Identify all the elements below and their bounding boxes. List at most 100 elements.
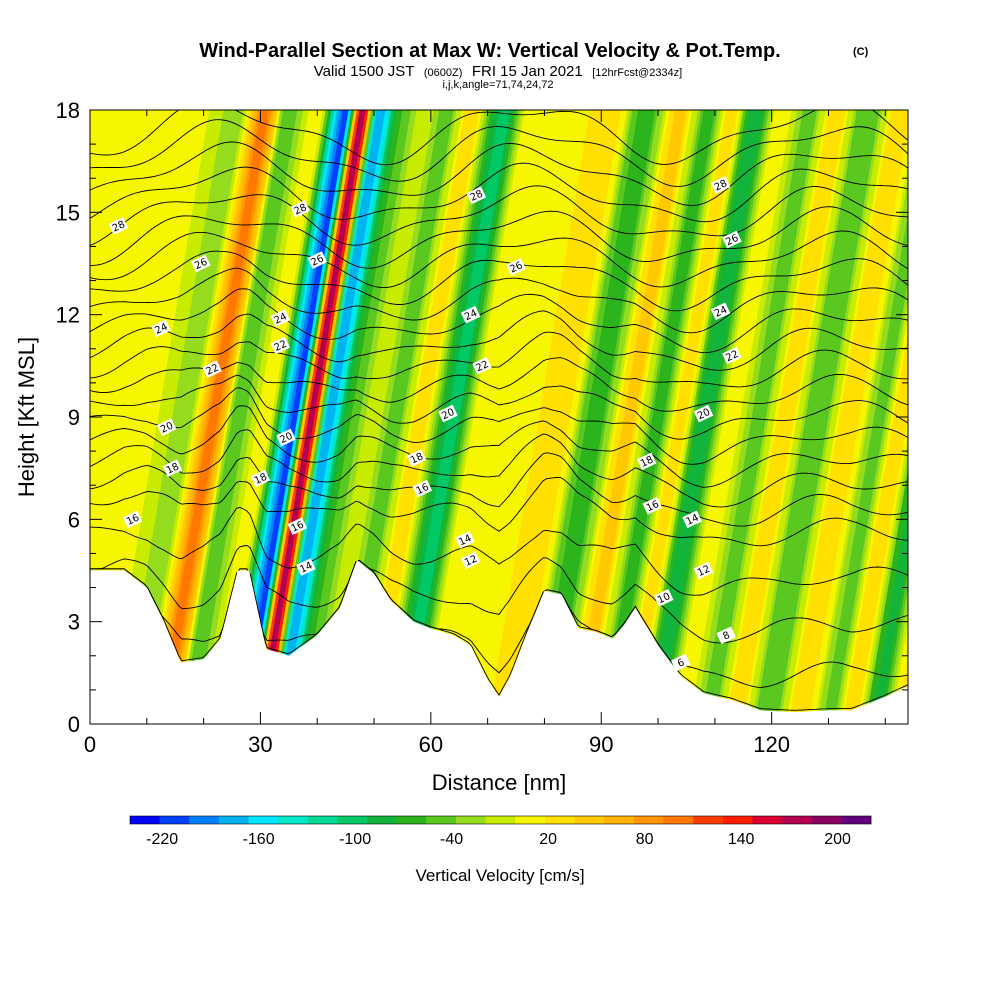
contour-label-text: 14 <box>457 533 473 548</box>
w-band <box>487 110 594 724</box>
w-band <box>595 110 702 724</box>
contour-label: 22 <box>472 356 492 375</box>
colorbar-swatch <box>811 816 842 824</box>
contour-label-box <box>466 186 487 205</box>
w-band <box>291 110 398 724</box>
w-band <box>251 110 358 724</box>
w-band <box>490 110 597 724</box>
isentrope-line <box>90 374 908 440</box>
w-band <box>572 110 679 724</box>
contour-label: 22 <box>722 346 742 365</box>
isentrope-line <box>90 310 908 371</box>
contour-label-box <box>122 510 143 529</box>
w-band <box>427 110 534 724</box>
w-band <box>726 110 832 724</box>
w-band <box>249 110 355 724</box>
contour-label-box <box>270 336 291 355</box>
colorbar-swatch <box>782 816 813 824</box>
colorbar-swatch <box>574 816 605 824</box>
w-band <box>197 110 304 724</box>
contour-label-text: 28 <box>469 189 485 204</box>
contour-label: 14 <box>682 510 702 529</box>
w-band <box>868 485 908 724</box>
w-band <box>135 110 241 724</box>
w-band <box>805 110 908 724</box>
isentrope-line <box>90 429 908 508</box>
contour-label-box <box>722 346 742 365</box>
contour-label-box <box>455 530 475 549</box>
colorbar-swatch <box>218 816 249 824</box>
x-tick-label: 90 <box>589 732 613 757</box>
contour-label-box <box>710 176 731 194</box>
isentrope-line <box>90 477 908 547</box>
w-band <box>552 110 659 724</box>
w-band <box>180 110 287 724</box>
chart-subtitle-indices: i,j,k,angle=71,74,24,72 <box>442 79 553 91</box>
w-band <box>320 110 426 724</box>
w-band <box>385 110 491 724</box>
w-band <box>899 672 908 724</box>
w-band <box>825 229 908 724</box>
contour-label: 18 <box>636 452 657 471</box>
w-band <box>709 110 815 724</box>
colorbar-swatch <box>130 816 160 824</box>
w-band <box>641 110 747 724</box>
isentrope-line <box>90 206 908 269</box>
contour-label: 16 <box>122 510 143 529</box>
contour-label: 14 <box>296 558 316 576</box>
contour-label-text: 14 <box>684 513 700 528</box>
w-band <box>882 570 908 724</box>
w-band <box>376 110 483 724</box>
contour-label-text: 24 <box>273 311 289 326</box>
w-band <box>550 110 656 724</box>
contour-label: 22 <box>202 360 222 379</box>
w-band <box>544 110 650 724</box>
contour-label: 20 <box>156 418 177 437</box>
w-band <box>791 110 898 724</box>
w-band <box>822 212 908 724</box>
w-band <box>902 689 908 724</box>
contour-label-box <box>693 404 714 423</box>
contour-label-text: 20 <box>440 407 456 422</box>
w-band <box>462 110 568 724</box>
y-axis: 0 3 6 9 12 15 18 <box>56 98 908 737</box>
w-band <box>908 110 1000 724</box>
w-band <box>612 110 719 724</box>
contour-label-box <box>202 360 222 379</box>
contour-label-box <box>653 588 674 607</box>
colorbar-swatch <box>189 816 220 824</box>
contour-label: 28 <box>290 200 310 218</box>
isentrope-line <box>90 357 908 412</box>
w-band <box>859 434 908 724</box>
w-band <box>109 110 216 724</box>
w-band <box>356 110 463 724</box>
contour-label-box <box>406 449 427 467</box>
w-band <box>606 110 713 724</box>
contour-label-text: 18 <box>165 461 181 476</box>
w-band <box>206 110 312 724</box>
w-band <box>601 110 707 724</box>
w-band <box>865 468 908 724</box>
contour-label-text: 12 <box>463 554 479 569</box>
w-band <box>379 110 486 724</box>
y-tick-label: 9 <box>68 405 80 430</box>
w-band <box>618 110 724 724</box>
w-band <box>263 110 369 724</box>
contour-label: 24 <box>151 319 171 338</box>
w-band <box>851 382 908 724</box>
w-band <box>413 110 520 724</box>
w-band <box>896 655 908 724</box>
subtitle-utc: (0600Z) <box>424 67 463 79</box>
colorbar-tick-label: -160 <box>243 831 275 848</box>
w-band <box>589 110 696 724</box>
w-band <box>842 331 908 724</box>
contour-labels: 28 26 24 22 20 18 16 28 26 24 22 20 18 16 14 28 26 24 22 20… <box>108 176 742 672</box>
colorbar-swatch <box>663 816 694 824</box>
w-band <box>368 110 474 724</box>
colorbar-swatch <box>367 816 398 824</box>
y-tick-label: 0 <box>68 712 80 737</box>
plot-area <box>90 110 1000 724</box>
w-band <box>166 110 273 724</box>
w-band <box>527 110 633 724</box>
w-band <box>785 110 892 724</box>
